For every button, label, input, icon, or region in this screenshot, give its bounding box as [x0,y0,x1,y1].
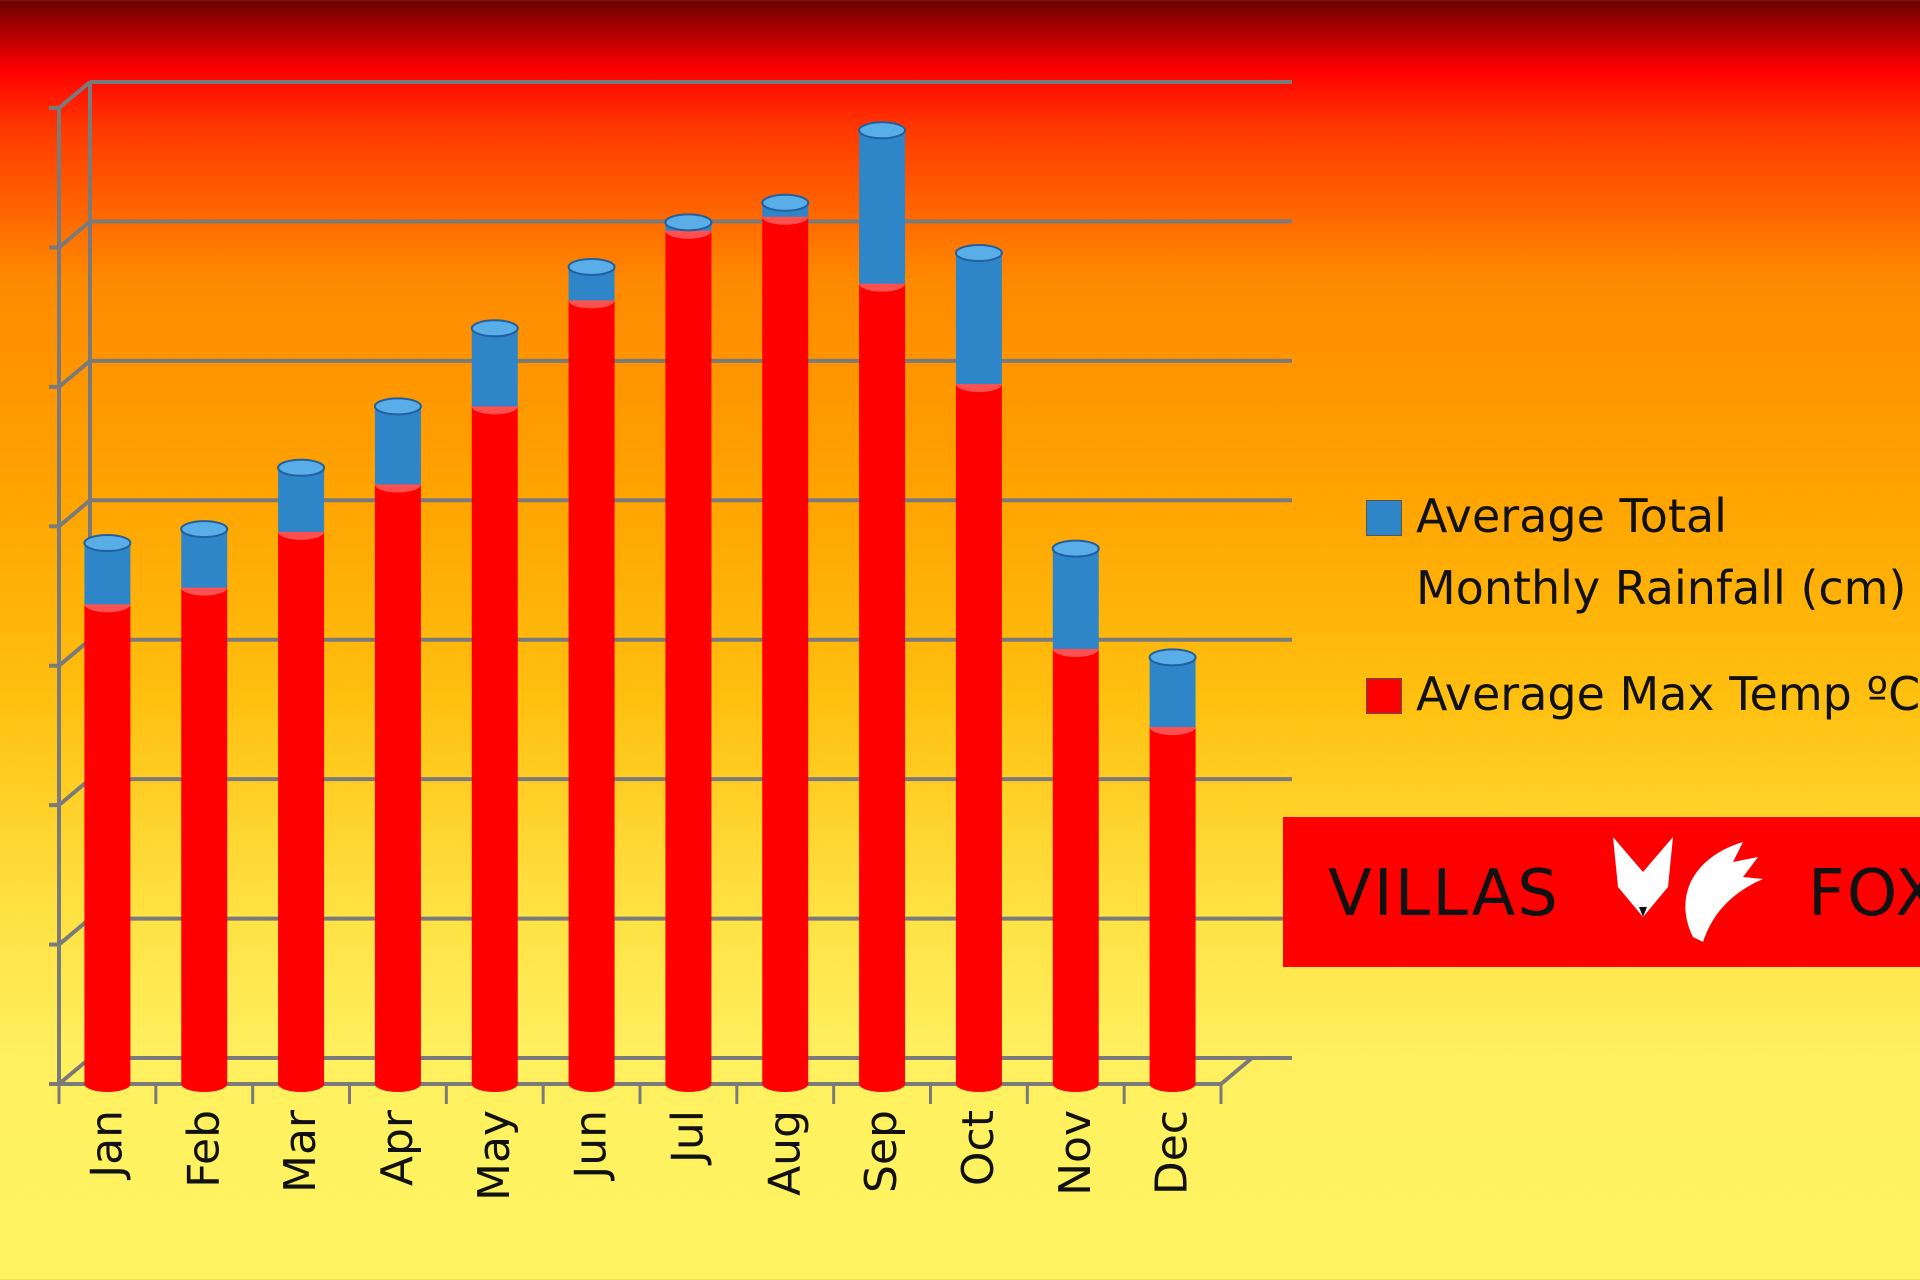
bar-segment [1149,727,1196,1084]
x-tick-label: Dec [1147,1110,1198,1195]
bar-base [84,1076,131,1092]
bar-base [762,1076,809,1092]
logo-text: VILLAS [1328,857,1560,931]
bar-segment [278,467,325,532]
legend-label: Average Total Monthly Rainfall (cm) [1416,489,1907,615]
x-tick-label: Jul [662,1110,713,1166]
bar-cap [470,319,519,338]
bar-segment [471,328,518,407]
x-tick-label: May [469,1110,520,1201]
bar-segment [859,283,906,1084]
bar-base [955,1076,1002,1092]
bar-segment [1052,548,1099,649]
bar-segment [278,531,325,1084]
bar-cap [83,534,132,553]
bar-cap [858,121,907,140]
logo: VILLAS FOX [1283,817,1920,967]
x-tick-label: Jan [81,1110,132,1181]
bar-segment [471,406,518,1084]
bar-base [374,1076,421,1092]
bar-segment [84,543,131,605]
bar-segment [955,253,1002,385]
grid-line [57,359,92,389]
bar-segment [181,587,228,1084]
x-tick-label: Nov [1050,1110,1101,1196]
x-axis [1219,1056,1254,1086]
bar-cap [180,520,229,539]
bar-cap [567,257,616,276]
bar-cap [761,193,810,212]
x-tick-label: Mar [275,1109,326,1193]
bar-cap [1148,648,1197,667]
bar-segment [859,130,906,284]
x-tick-label: Apr [372,1109,423,1186]
x-tick-label: Aug [759,1110,810,1196]
legend-label: Average Max Temp ºC [1416,667,1920,721]
bar-base [568,1076,615,1092]
bar-segment [955,384,1002,1084]
bar-cap [954,244,1003,263]
bar-segment [374,406,421,485]
bar-segment [374,484,421,1084]
legend-swatch [1366,678,1402,714]
bar-base [859,1076,906,1092]
x-tick-label: Feb [178,1110,229,1188]
bar-segment [665,230,712,1084]
bar-segment [1149,657,1196,728]
bar-base [665,1076,712,1092]
grid-line [57,80,92,110]
logo-text: FOX [1808,857,1920,931]
bar-cap [664,213,713,232]
x-tick-label: Oct [953,1110,1004,1186]
bar-base [181,1076,228,1092]
logo-icon [1613,837,1763,942]
bar-cap [373,397,422,416]
bar-segment [84,604,131,1084]
bar-base [1052,1076,1099,1092]
bar-base [278,1076,325,1092]
bar-cap [1051,539,1100,558]
x-tick-label: Sep [856,1110,907,1193]
x-tick-label: Jun [566,1110,617,1182]
bar-segment [1052,648,1099,1084]
bar-segment [762,216,809,1085]
legend-swatch [1366,500,1402,536]
bar-segment [181,529,228,588]
grid-line [57,498,92,528]
bar-base [471,1076,518,1092]
bar-segment [568,300,615,1084]
bar-cap [277,458,326,477]
bar-base [1149,1076,1196,1092]
grid-line [57,219,92,249]
